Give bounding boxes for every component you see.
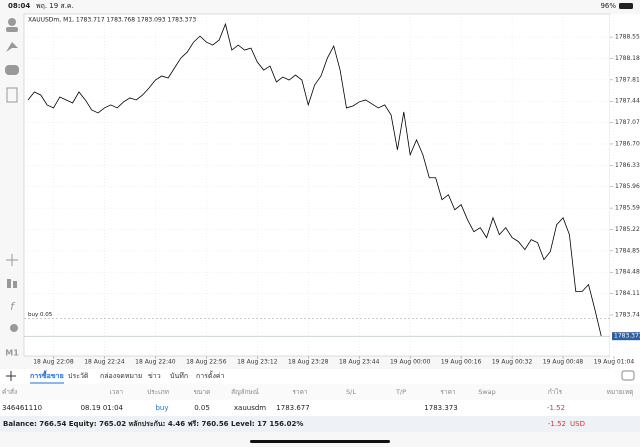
cell-volume: 0.05 <box>194 404 210 412</box>
tab[interactable]: การตั้งค่า <box>196 369 225 380</box>
y-tick-label: 1785.960 <box>615 183 640 190</box>
column-header: คำสั่ง <box>2 387 17 396</box>
chart: 1788.550 1788.180 1787.810 1787.440 1787.070… <box>24 14 640 366</box>
table-header-bg <box>0 384 640 400</box>
indicator-icon[interactable] <box>7 279 11 288</box>
column-header: ขนาด <box>194 388 211 396</box>
home-indicator <box>250 440 390 443</box>
expand-icon[interactable] <box>621 370 635 381</box>
x-tick-label: 18 Aug 23:44 <box>339 359 380 366</box>
status-date: พฤ. 19 ส.ค. <box>36 2 74 10</box>
footer-bg <box>0 416 640 432</box>
timeframe[interactable]: M1 <box>5 349 19 358</box>
cell-time: 08.19 01:04 <box>81 404 124 412</box>
cell-type: buy <box>155 404 168 412</box>
table-row-bg <box>0 400 640 416</box>
y-tick-label: 1787.440 <box>615 98 640 105</box>
column-header: หมายเหตุ <box>607 388 634 396</box>
table: คำสั่ง เวลา ประเภท ขนาด สัญลักษณ์ ราคา S/L T/P ร… <box>2 387 633 412</box>
x-tick-label: 18 Aug 22:08 <box>33 359 74 366</box>
column-header: สัญลักษณ์ <box>231 388 259 396</box>
y-tick-label: 1787.810 <box>615 76 640 83</box>
order-label: buy 0.05 <box>28 312 53 318</box>
y-tick-label: 1783.740 <box>615 311 640 318</box>
y-tick-label: 1786.330 <box>615 162 640 169</box>
x-tick-label: 18 Aug 23:28 <box>288 359 329 366</box>
trade-icon[interactable] <box>6 42 18 52</box>
y-tick-label: 1784.110 <box>615 290 640 297</box>
y-tick-label: 1784.850 <box>615 247 640 254</box>
last-price-label: 1783.373 <box>614 333 640 340</box>
y-tick-label: 1788.180 <box>615 55 640 62</box>
status-battery: 96% <box>600 2 616 10</box>
cell-order: 346461110 <box>2 404 42 412</box>
cell-open-price: 1783.677 <box>276 404 309 412</box>
indicator-icon-2 <box>13 281 17 288</box>
last-price-box <box>612 332 640 341</box>
tab[interactable]: บันทึก <box>170 371 188 380</box>
column-header: เวลา <box>109 388 123 396</box>
column-header: T/P <box>395 388 406 396</box>
column-header: Swap <box>478 388 496 396</box>
function-icon[interactable]: f <box>10 300 16 313</box>
y-tick-label: 1785.220 <box>615 226 640 233</box>
chart-area <box>23 13 611 357</box>
price-line <box>27 22 602 337</box>
y-tick-label: 1787.070 <box>615 119 640 126</box>
chart-title: XAUUSDm, M1, 1783.717 1783.768 1783.093 … <box>28 17 196 24</box>
tabs: การซื้อขาย ประวัติ กล่องจดหมาย ข่าว บันทึก กา… <box>30 369 225 384</box>
cell-symbol: xauusdm <box>234 404 266 412</box>
x-tick-label: 19 Aug 00:00 <box>390 359 431 366</box>
add-chart-icon[interactable] <box>6 87 18 103</box>
column-header: ราคา <box>440 388 455 396</box>
y-tick-label: 1786.700 <box>615 140 640 147</box>
account-icon[interactable] <box>8 18 16 26</box>
x-tick-label: 18 Aug 22:24 <box>84 359 125 366</box>
crosshair-icon[interactable] <box>6 254 18 266</box>
objects-icon[interactable] <box>10 324 18 332</box>
tab[interactable]: การซื้อขาย <box>30 369 64 380</box>
price-axis <box>610 14 640 369</box>
column-header: ประเภท <box>147 388 169 396</box>
account-icon-base <box>6 27 18 32</box>
tab[interactable]: ข่าว <box>148 372 161 380</box>
status-time: 08:04 <box>8 2 30 10</box>
x-tick-label: 19 Aug 00:16 <box>441 359 482 366</box>
y-tick-label: 1784.480 <box>615 269 640 276</box>
x-tick-label: 19 Aug 00:48 <box>543 359 584 366</box>
cell-price: 1783.373 <box>424 404 457 412</box>
column-header: กำไร <box>548 388 563 396</box>
currency: USD <box>570 420 585 428</box>
tab[interactable]: ประวัติ <box>68 372 89 380</box>
tab[interactable]: กล่องจดหมาย <box>100 372 142 380</box>
y-tick-label: 1785.590 <box>615 205 640 212</box>
x-tick-label: 18 Aug 22:40 <box>135 359 176 366</box>
cell-profit: -1.52 <box>547 404 565 412</box>
x-tick-label: 19 Aug 00:32 <box>492 359 533 366</box>
total-profit: -1.52 <box>548 420 566 428</box>
column-header: ราคา <box>292 388 307 396</box>
chat-icon[interactable] <box>5 65 19 75</box>
tab-bar <box>0 369 640 384</box>
battery-icon <box>619 3 633 9</box>
x-tick-label: 19 Aug 01:04 <box>594 359 635 366</box>
column-header: S/L <box>346 388 356 396</box>
x-tick-label: 18 Aug 23:12 <box>237 359 278 366</box>
account-summary: Balance: 766.54 Equity: 765.02 หลักประกั… <box>3 420 303 428</box>
add-button[interactable] <box>6 371 16 381</box>
x-tick-label: 18 Aug 22:56 <box>186 359 227 366</box>
toolbar: f <box>5 18 19 332</box>
y-tick-label: 1788.550 <box>615 34 640 41</box>
